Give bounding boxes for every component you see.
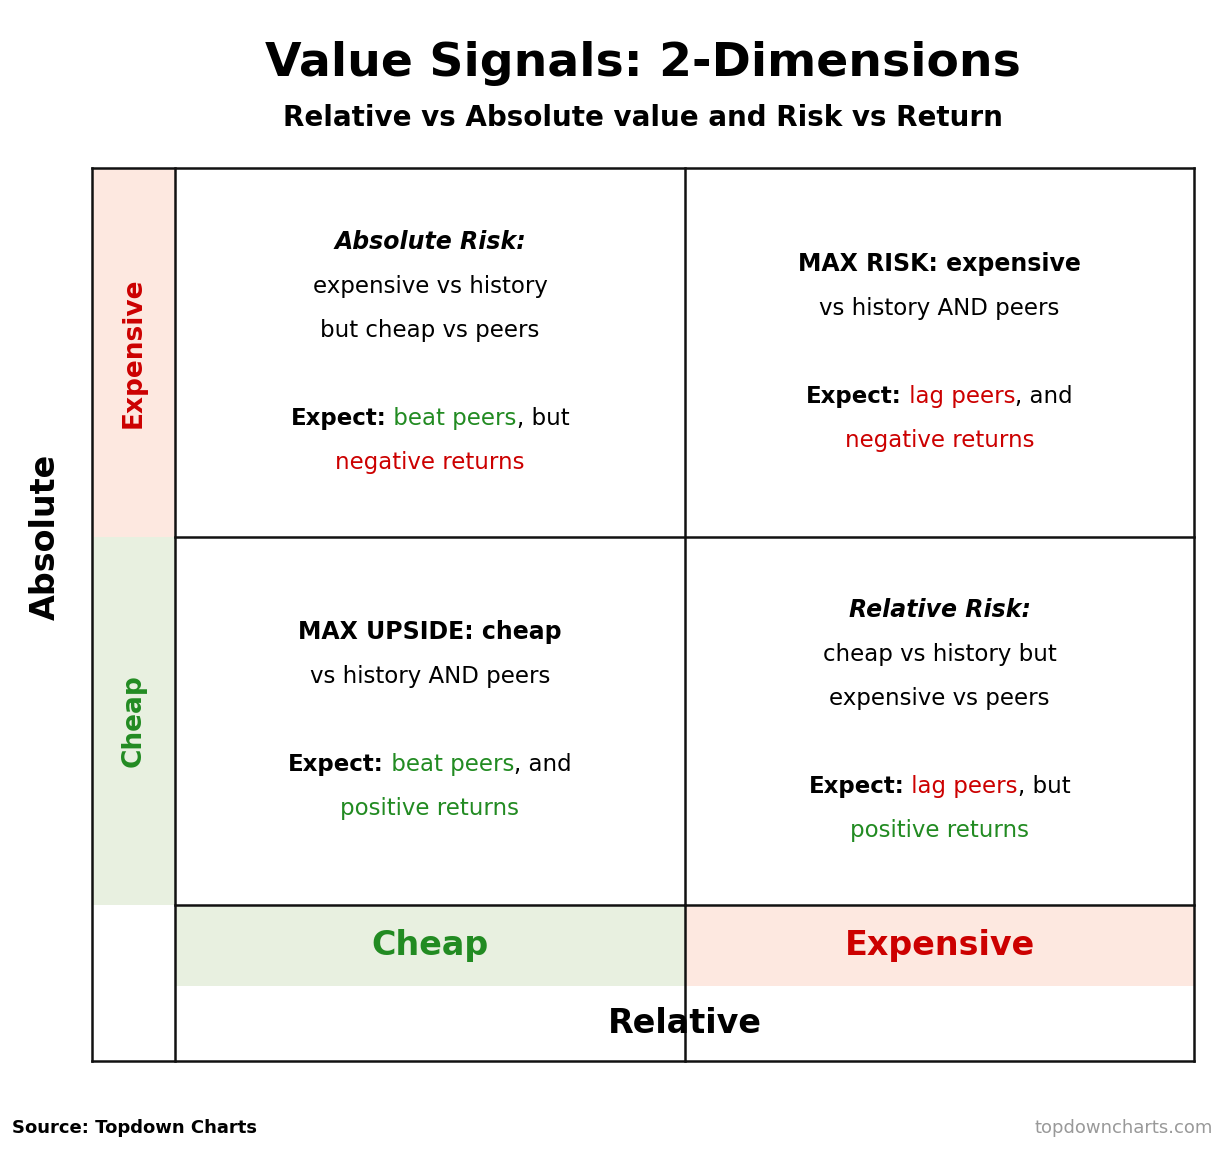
Text: vs history AND peers: vs history AND peers: [820, 297, 1060, 320]
Bar: [92, 168, 1194, 1061]
Bar: [92, 168, 175, 536]
Text: lag peers: lag peers: [902, 385, 1016, 408]
Text: Expect:: Expect:: [290, 407, 386, 430]
Text: Relative vs Absolute value and Risk vs Return: Relative vs Absolute value and Risk vs R…: [283, 104, 1003, 132]
Bar: [685, 905, 1194, 986]
Text: expensive vs peers: expensive vs peers: [829, 687, 1050, 710]
Text: Absolute Risk:: Absolute Risk:: [334, 230, 526, 254]
Text: negative returns: negative returns: [845, 429, 1034, 452]
Text: Expect:: Expect:: [806, 385, 902, 408]
Text: MAX RISK: expensive: MAX RISK: expensive: [799, 252, 1080, 276]
Text: Relative Risk:: Relative Risk:: [849, 599, 1030, 623]
Text: Source: Topdown Charts: Source: Topdown Charts: [12, 1118, 257, 1137]
Text: Expect:: Expect:: [808, 775, 904, 798]
Text: , but: , but: [1018, 775, 1071, 798]
Text: beat peers: beat peers: [383, 753, 514, 776]
Text: vs history AND peers: vs history AND peers: [310, 665, 550, 688]
Text: lag peers: lag peers: [904, 775, 1018, 798]
Text: beat peers: beat peers: [386, 407, 517, 430]
Bar: [92, 536, 175, 905]
Text: positive returns: positive returns: [341, 797, 519, 820]
Text: , but: , but: [517, 407, 570, 430]
Text: topdowncharts.com: topdowncharts.com: [1034, 1118, 1213, 1137]
Text: Cheap: Cheap: [371, 929, 489, 962]
Text: Cheap: Cheap: [120, 674, 147, 767]
Text: positive returns: positive returns: [850, 819, 1029, 842]
Text: negative returns: negative returns: [336, 451, 524, 474]
Text: Value Signals: 2-Dimensions: Value Signals: 2-Dimensions: [265, 42, 1022, 86]
Text: Expect:: Expect:: [288, 753, 383, 776]
Text: Absolute: Absolute: [29, 454, 61, 619]
Text: expensive vs history: expensive vs history: [312, 275, 548, 298]
Text: , and: , and: [1016, 385, 1073, 408]
Text: Expensive: Expensive: [844, 929, 1035, 962]
Text: , and: , and: [514, 753, 572, 776]
Text: but cheap vs peers: but cheap vs peers: [320, 319, 540, 342]
Bar: [175, 905, 685, 986]
Text: MAX UPSIDE: cheap: MAX UPSIDE: cheap: [298, 621, 562, 645]
Text: cheap vs history but: cheap vs history but: [823, 643, 1056, 666]
Text: Relative: Relative: [608, 1007, 762, 1041]
Text: Expensive: Expensive: [120, 277, 147, 428]
